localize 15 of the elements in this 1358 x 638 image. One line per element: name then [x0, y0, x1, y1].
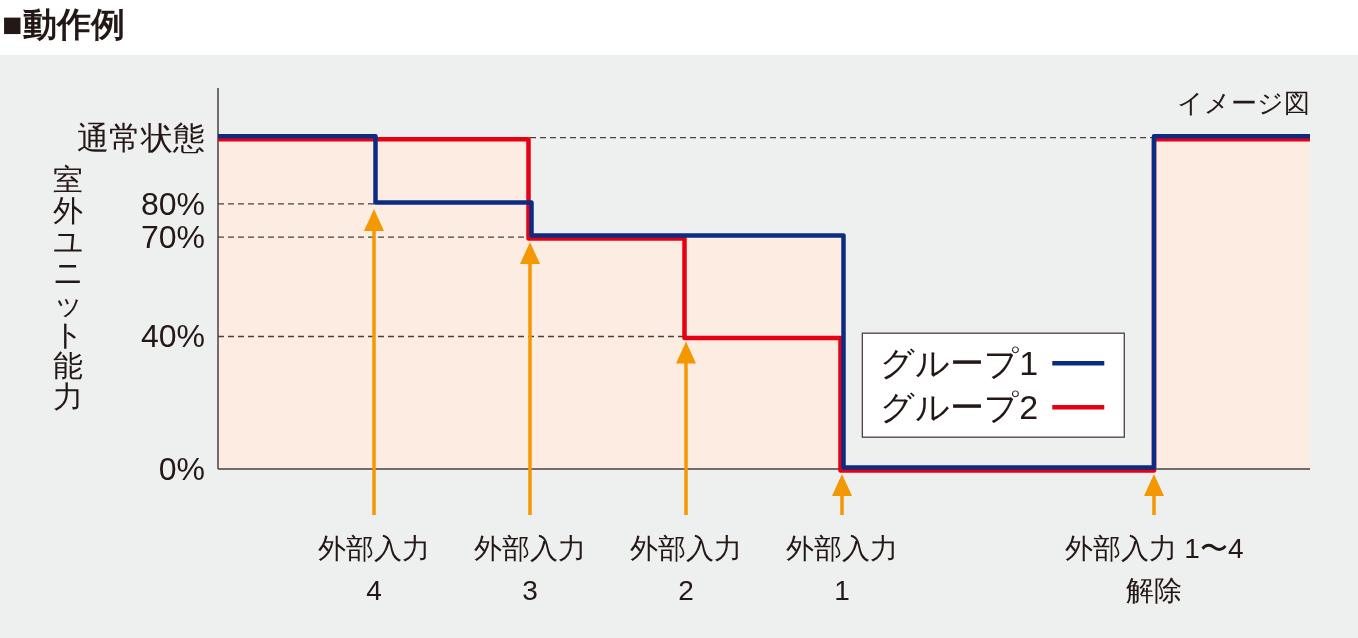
x-tick-label: 外部入力 1	[786, 533, 898, 606]
x-tick-label: 外部入力 3	[474, 533, 586, 606]
y-tick-label: 0%	[158, 451, 205, 487]
y-tick-label: 通常状態	[77, 119, 205, 156]
x-tick-label: 外部入力 4	[318, 533, 430, 606]
chart-title: ■動作例	[2, 5, 125, 43]
legend-label: グループ1	[880, 344, 1039, 383]
x-tick-label: 外部入力 1〜4 解除	[1064, 533, 1244, 606]
legend-label: グループ2	[880, 388, 1039, 427]
x-tick-label: 外部入力 2	[630, 533, 742, 606]
y-tick-label: 70%	[140, 219, 205, 256]
y-axis-title: 室外ユニット能力	[52, 163, 84, 413]
y-tick-label: 80%	[140, 185, 205, 222]
annotation: イメージ図	[1177, 88, 1310, 118]
y-tick-label: 40%	[140, 318, 205, 355]
